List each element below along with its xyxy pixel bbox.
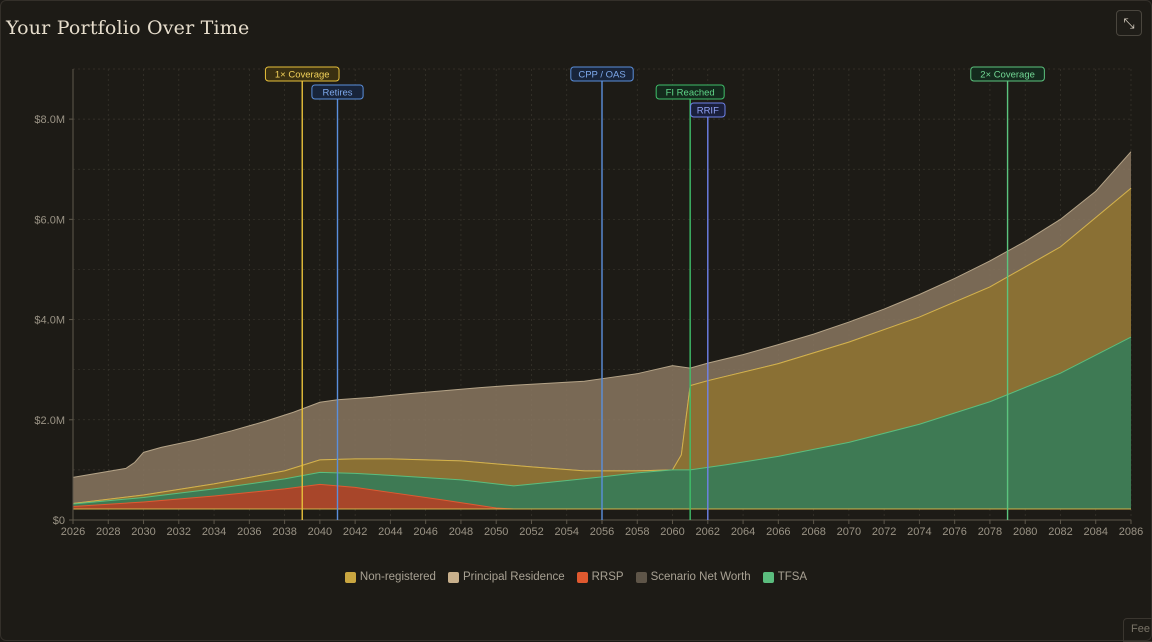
- legend-swatch: [635, 571, 647, 583]
- feedback-button[interactable]: Fee: [1123, 618, 1152, 642]
- x-tick-label: 2048: [449, 526, 473, 538]
- y-tick-label: $6.0M: [34, 214, 65, 226]
- legend-swatch: [762, 571, 774, 583]
- x-tick-label: 2082: [1048, 526, 1072, 538]
- x-tick-label: 2058: [625, 526, 649, 538]
- legend-swatch: [576, 571, 588, 583]
- legend-label: Scenario Net Worth: [650, 571, 751, 583]
- legend-swatch: [344, 571, 356, 583]
- x-tick-label: 2032: [167, 526, 191, 538]
- y-tick-label: $2.0M: [34, 415, 65, 427]
- x-tick-label: 2076: [942, 526, 966, 538]
- legend-item[interactable]: Non-registered: [344, 571, 436, 583]
- x-tick-label: 2044: [378, 526, 402, 538]
- x-tick-label: 2068: [801, 526, 825, 538]
- x-tick-label: 2060: [660, 526, 684, 538]
- x-tick-label: 2040: [308, 526, 332, 538]
- x-tick-label: 2046: [413, 526, 437, 538]
- event-badge[interactable]: [570, 66, 634, 82]
- event-badge[interactable]: [970, 66, 1045, 82]
- x-tick-label: 2080: [1013, 526, 1037, 538]
- event-label: Retires: [322, 88, 352, 99]
- axes: $0 $2.0M $4.0M $6.0M $8.0M 2026 2028 2030 2032 20…: [34, 69, 1143, 538]
- x-tick-label: 2078: [978, 526, 1002, 538]
- legend-item[interactable]: Scenario Net Worth: [635, 571, 751, 583]
- x-tick-label: 2042: [343, 526, 367, 538]
- event-markers: 1× Coverage Retires CPP / OAS FI Reached RRI…: [264, 66, 1045, 520]
- x-tick-label: 2036: [237, 526, 261, 538]
- legend: Non-registered Principal Residence RRSP Sce…: [1, 571, 1151, 583]
- legend-label: RRSP: [591, 571, 624, 583]
- x-tick-label: 2070: [837, 526, 861, 538]
- x-tick-label: 2026: [61, 526, 85, 538]
- x-tick-label: 2072: [872, 526, 896, 538]
- x-tick-label: 2062: [696, 526, 720, 538]
- expand-icon: ⤡: [1123, 14, 1135, 31]
- legend-label: Non-registered: [359, 571, 436, 583]
- event-badge[interactable]: [690, 102, 726, 118]
- event-badge[interactable]: [311, 84, 364, 100]
- x-tick-label: 2028: [96, 526, 120, 538]
- legend-item[interactable]: TFSA: [762, 571, 808, 583]
- x-tick-label: 2050: [484, 526, 508, 538]
- y-tick-label: $0: [53, 515, 65, 527]
- x-tick-label: 2030: [131, 526, 155, 538]
- event-label: FI Reached: [666, 88, 715, 99]
- line-nonreg: [72, 187, 1132, 504]
- legend-item[interactable]: Principal Residence: [447, 571, 565, 583]
- legend-swatch: [447, 571, 459, 583]
- x-tick-label: 2074: [907, 526, 931, 538]
- event-badge[interactable]: [655, 84, 725, 100]
- y-tick-label: $4.0M: [34, 315, 65, 327]
- x-tick-label: 2064: [731, 526, 755, 538]
- x-tick-label: 2034: [202, 526, 226, 538]
- event-label: RRIF: [697, 106, 719, 117]
- legend-label: Principal Residence: [462, 571, 565, 583]
- event-label: 2× Coverage: [980, 70, 1035, 81]
- expand-button[interactable]: ⤡: [1116, 10, 1142, 36]
- legend-label: TFSA: [777, 571, 808, 583]
- x-tick-label: 2038: [272, 526, 296, 538]
- x-tick-label: 2056: [590, 526, 614, 538]
- x-tick-label: 2066: [766, 526, 790, 538]
- line-scenario: [72, 151, 1132, 478]
- event-label: 1× Coverage: [275, 70, 330, 81]
- x-tick-label: 2086: [1119, 526, 1143, 538]
- line-rrsp: [72, 483, 1131, 510]
- x-tick-label: 2084: [1083, 526, 1107, 538]
- legend-item[interactable]: RRSP: [576, 571, 624, 583]
- area-tfsa: [73, 337, 1131, 509]
- x-tick-label: 2054: [554, 526, 578, 538]
- event-label: CPP / OAS: [578, 70, 625, 81]
- x-tick-label: 2052: [519, 526, 543, 538]
- area-nonreg: [73, 188, 1131, 509]
- event-badge[interactable]: [264, 66, 340, 82]
- y-tick-label: $8.0M: [34, 114, 65, 126]
- chart-title: Your Portfolio Over Time: [6, 17, 250, 39]
- portfolio-chart: $0 $2.0M $4.0M $6.0M $8.0M 2026 2028 2030 2032 20…: [34, 66, 1143, 538]
